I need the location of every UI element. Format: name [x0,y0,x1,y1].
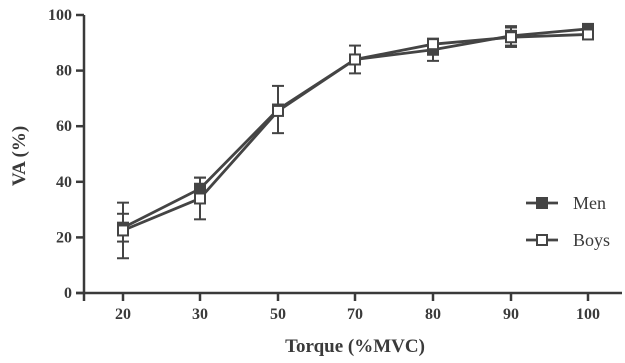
data-point-boys [505,31,517,44]
x-tick-label: 50 [270,306,286,323]
legend-label-boys: Boys [573,230,610,250]
y-tick-label: 60 [56,118,72,135]
data-point-boys [349,53,361,66]
data-point-boys [272,104,284,117]
data-point-men [194,182,206,195]
legend-marker-men [536,197,548,209]
x-tick-label: 30 [192,306,208,323]
y-tick-label: 100 [48,7,72,24]
legend-marker-boys [536,234,548,246]
x-tick-label: 100 [576,306,600,323]
data-point-boys [427,38,439,51]
y-tick-label: 20 [56,229,72,246]
data-point-boys [194,192,206,205]
x-axis-title: Torque (%MVC) [285,336,425,357]
y-tick-label: 40 [56,174,72,191]
legend-label-men: Men [573,193,606,213]
data-point-boys [582,28,594,41]
y-tick-label: 80 [56,63,72,80]
x-tick-label: 20 [115,306,131,323]
x-tick-label: 90 [503,306,519,323]
axes: 0 20 40 60 80 100 20 30 50 70 80 90 100 [48,7,622,323]
data-point-boys [117,224,129,237]
error-bars [117,25,517,260]
y-axis-title: VA (%) [9,126,30,186]
x-tick-label: 70 [347,306,363,323]
x-tick-label: 80 [425,306,441,323]
legend: Men Boys [526,193,610,250]
series-markers [117,22,594,237]
y-tick-label: 0 [64,285,72,302]
